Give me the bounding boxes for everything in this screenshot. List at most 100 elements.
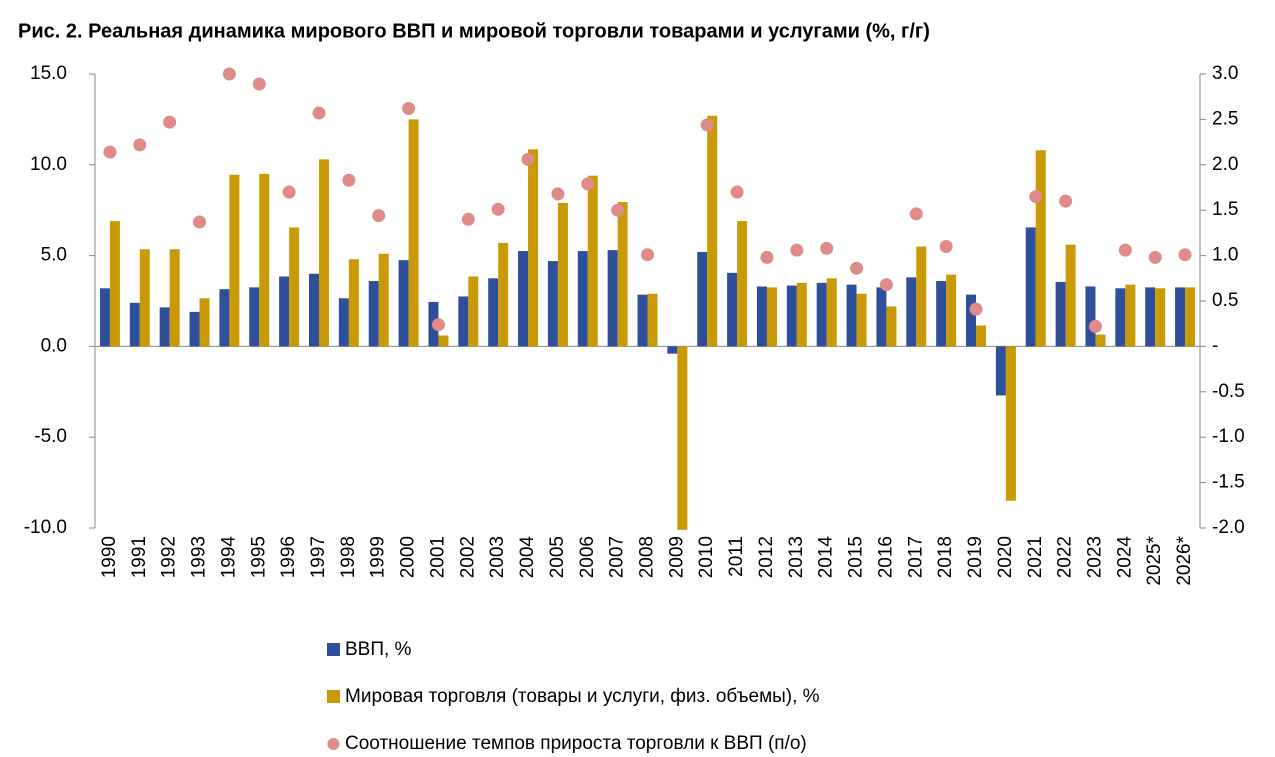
x-tick-label: 2012 xyxy=(756,536,777,578)
y-tick-label: -10.0 xyxy=(24,517,67,538)
bar xyxy=(348,259,359,347)
dot xyxy=(372,209,386,223)
x-tick-label: 1991 xyxy=(129,536,150,578)
bar xyxy=(766,287,777,347)
y2-tick-label: 3.0 xyxy=(1212,63,1238,84)
x-tick-label: 1993 xyxy=(189,536,210,578)
y-tick-label: 15.0 xyxy=(30,63,67,84)
bar xyxy=(1005,346,1016,501)
bar xyxy=(1155,288,1166,347)
bar xyxy=(1095,334,1106,347)
bar xyxy=(946,274,957,347)
legend-swatch xyxy=(327,738,340,750)
bar xyxy=(1185,287,1196,347)
bar xyxy=(727,272,738,347)
bar xyxy=(1085,286,1096,347)
bar xyxy=(129,302,140,347)
x-tick-label: 2004 xyxy=(517,536,538,579)
x-tick-label: 2001 xyxy=(427,536,448,578)
y2-tick-label: 1.5 xyxy=(1212,199,1238,220)
bar xyxy=(189,311,200,347)
bar xyxy=(458,296,469,347)
bar xyxy=(737,221,748,347)
dot xyxy=(820,241,834,255)
dot xyxy=(103,145,117,159)
dot xyxy=(581,177,595,191)
dot xyxy=(133,138,147,152)
x-tick-label: 2025* xyxy=(1144,535,1165,585)
dot xyxy=(969,302,983,316)
bar xyxy=(796,282,807,347)
legend-swatch xyxy=(327,690,340,703)
dot xyxy=(521,152,535,166)
bar xyxy=(816,282,827,347)
x-tick-label: 2016 xyxy=(875,536,896,578)
x-tick-label: 2019 xyxy=(965,536,986,578)
bar xyxy=(1145,287,1156,347)
bar xyxy=(318,159,329,347)
x-tick-label: 1998 xyxy=(338,536,359,578)
dot xyxy=(551,187,565,201)
bar xyxy=(617,202,628,347)
bar xyxy=(936,281,947,347)
bar xyxy=(1065,244,1076,347)
dot xyxy=(641,248,654,262)
x-tick-label: 2023 xyxy=(1084,536,1105,578)
bar xyxy=(368,281,379,347)
dot xyxy=(402,102,416,116)
x-tick-label: 1999 xyxy=(368,536,389,578)
x-tick-label: 1995 xyxy=(248,536,269,578)
dot xyxy=(312,106,326,120)
bar xyxy=(1025,227,1036,347)
dot xyxy=(1059,194,1073,208)
dot xyxy=(1148,250,1162,264)
x-tick-label: 2014 xyxy=(816,536,837,579)
y2-tick-label: -1.5 xyxy=(1212,472,1245,493)
bar xyxy=(607,250,618,347)
y-tick-label: 5.0 xyxy=(41,245,67,266)
bar xyxy=(528,149,539,347)
bar xyxy=(577,251,588,347)
bar xyxy=(647,293,658,347)
bar xyxy=(856,293,867,347)
bar xyxy=(308,273,319,347)
bar xyxy=(587,175,598,347)
dot xyxy=(491,202,505,216)
bar xyxy=(139,249,150,347)
x-tick-label: 1990 xyxy=(99,536,120,578)
y2-tick-label: 1.0 xyxy=(1212,245,1238,266)
y2-tick-label: -2.0 xyxy=(1212,517,1245,538)
y2-tick-label: -0.5 xyxy=(1212,381,1245,402)
dot xyxy=(193,215,207,229)
y-tick-label: -5.0 xyxy=(34,426,67,447)
bar xyxy=(707,115,718,347)
y2-tick-label: 2.5 xyxy=(1212,108,1238,129)
bar xyxy=(199,298,210,347)
dot xyxy=(163,115,177,129)
bar xyxy=(637,294,648,347)
bar xyxy=(916,246,927,347)
bar xyxy=(249,287,260,347)
y2-tick-label: -1.0 xyxy=(1212,426,1245,447)
bar xyxy=(667,346,678,354)
bar xyxy=(826,278,837,347)
bar xyxy=(1035,150,1046,347)
legend-swatch xyxy=(327,643,340,656)
bar xyxy=(438,335,449,347)
x-tick-label: 2015 xyxy=(846,536,867,578)
x-tick-label: 2013 xyxy=(786,536,807,578)
bar xyxy=(995,346,1006,396)
bar xyxy=(338,298,349,347)
bar xyxy=(756,286,767,347)
chart-title: Рис. 2. Реальная динамика мирового ВВП и… xyxy=(18,20,930,42)
x-tick-label: 2021 xyxy=(1025,536,1046,578)
dot xyxy=(461,212,475,226)
x-tick-label: 1997 xyxy=(308,536,329,578)
dot xyxy=(700,118,714,132)
bar xyxy=(229,174,240,347)
dot xyxy=(939,240,953,254)
bar xyxy=(677,346,688,530)
x-tick-label: 2011 xyxy=(726,536,747,577)
bar xyxy=(697,251,708,347)
